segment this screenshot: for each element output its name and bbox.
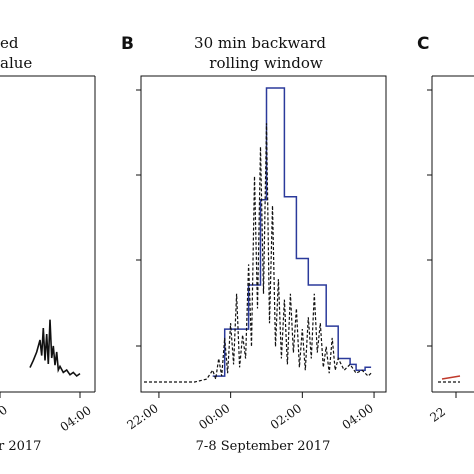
panel-b-yticks	[136, 89, 141, 347]
panel-b-xticks: 22:00 00:00 02:00 04:00	[124, 392, 376, 432]
panel-b-series-group	[144, 87, 372, 383]
panel-c-series-red	[441, 375, 461, 380]
panel-b-title-line-2: rolling window	[209, 54, 323, 72]
panel-c: C 22	[417, 34, 474, 425]
panel-a-title-line-2: alue	[0, 54, 32, 72]
panel-b-title-line-1: 30 min backward	[194, 34, 326, 52]
panel-b-frame	[140, 75, 387, 393]
panel-b: B 30 min backward rolling window 22:00 00…	[121, 34, 387, 454]
panel-b-letter: B	[121, 34, 134, 54]
panel-a-xlabel: r 2017	[0, 439, 41, 454]
panel-c-xtick-label-22: 22	[427, 405, 448, 425]
panel-a-xtick-label-0400: 04:00	[58, 403, 94, 434]
panel-a: ed alue 00 04:00 r 2017	[0, 34, 96, 454]
panel-a-xtick-label-00: 00	[0, 403, 10, 423]
panel-b-series-blue-step	[212, 87, 372, 377]
panel-b-xtick-label: 00:00	[196, 401, 232, 432]
panel-b-series-dashed	[144, 123, 372, 383]
panel-a-title-line-1: ed	[0, 34, 19, 52]
panel-a-series-solid	[29, 319, 81, 378]
panel-c-letter: C	[417, 34, 429, 54]
panel-b-xlabel: 7-8 September 2017	[196, 439, 331, 454]
panel-b-xtick-label: 22:00	[124, 401, 160, 432]
panel-b-xtick-label: 04:00	[340, 401, 376, 432]
panel-b-xtick-label: 02:00	[268, 401, 304, 432]
